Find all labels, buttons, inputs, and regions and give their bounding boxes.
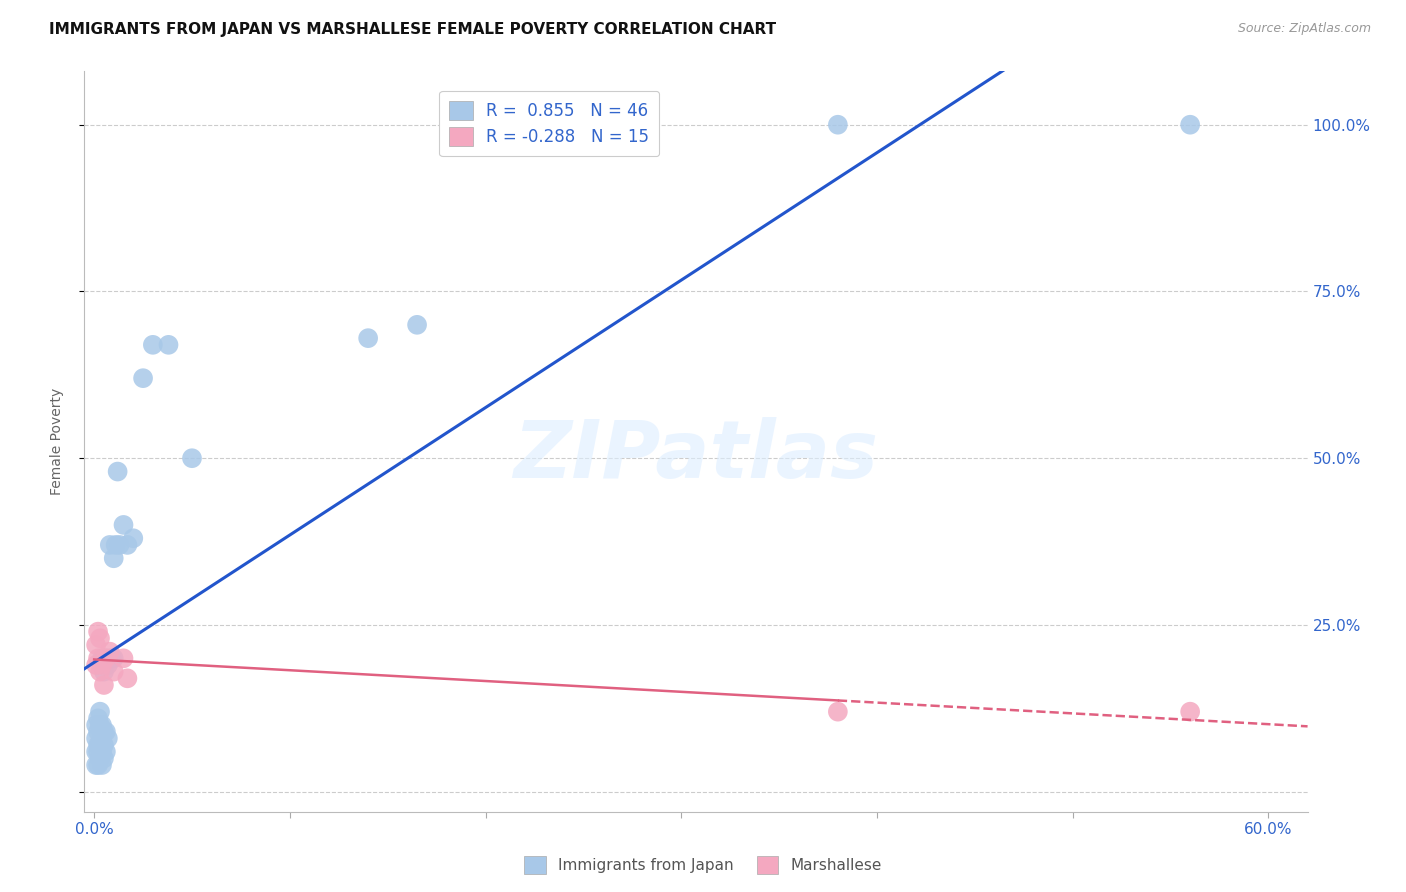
- Point: [97, 657, 120, 672]
- Point: [93, 751, 115, 765]
- Point: [1178, 118, 1201, 132]
- Point: [1178, 705, 1201, 719]
- Point: [107, 465, 129, 479]
- Point: [84, 758, 107, 772]
- Point: [89, 738, 111, 752]
- Point: [91, 657, 114, 672]
- Point: [117, 671, 139, 685]
- Point: [87, 738, 110, 752]
- Point: [406, 318, 429, 332]
- Point: [87, 711, 110, 725]
- Point: [117, 538, 139, 552]
- Point: [181, 451, 204, 466]
- Point: [84, 638, 107, 652]
- Point: [91, 758, 114, 772]
- Point: [94, 724, 117, 739]
- Point: [89, 705, 111, 719]
- Point: [98, 651, 121, 665]
- Point: [93, 724, 115, 739]
- Point: [122, 531, 145, 545]
- Point: [94, 651, 117, 665]
- Point: [87, 745, 110, 759]
- Point: [89, 665, 111, 679]
- Point: [100, 651, 122, 665]
- Point: [357, 331, 380, 345]
- Point: [103, 651, 125, 665]
- Text: ZIPatlas: ZIPatlas: [513, 417, 879, 495]
- Point: [132, 371, 155, 385]
- Point: [98, 538, 121, 552]
- Legend: R =  0.855   N = 46, R = -0.288   N = 15: R = 0.855 N = 46, R = -0.288 N = 15: [439, 91, 659, 156]
- Point: [87, 758, 110, 772]
- Point: [827, 705, 849, 719]
- Point: [87, 724, 110, 739]
- Point: [157, 338, 180, 352]
- Point: [89, 751, 111, 765]
- Point: [103, 551, 125, 566]
- Point: [93, 738, 115, 752]
- Point: [87, 624, 110, 639]
- Point: [108, 538, 131, 552]
- Point: [84, 745, 107, 759]
- Point: [91, 651, 114, 665]
- Point: [84, 718, 107, 732]
- Y-axis label: Female Poverty: Female Poverty: [49, 388, 63, 495]
- Point: [91, 718, 114, 732]
- Text: IMMIGRANTS FROM JAPAN VS MARSHALLESE FEMALE POVERTY CORRELATION CHART: IMMIGRANTS FROM JAPAN VS MARSHALLESE FEM…: [49, 22, 776, 37]
- Point: [112, 651, 135, 665]
- Point: [112, 517, 135, 532]
- Point: [87, 651, 110, 665]
- Point: [94, 651, 117, 665]
- Point: [104, 538, 127, 552]
- Point: [93, 678, 115, 692]
- Text: Source: ZipAtlas.com: Source: ZipAtlas.com: [1237, 22, 1371, 36]
- Point: [84, 657, 107, 672]
- Point: [142, 338, 165, 352]
- Point: [89, 632, 111, 646]
- Point: [94, 745, 117, 759]
- Legend: Immigrants from Japan, Marshallese: Immigrants from Japan, Marshallese: [519, 850, 887, 880]
- Point: [98, 645, 121, 659]
- Point: [827, 118, 849, 132]
- Point: [91, 745, 114, 759]
- Point: [84, 731, 107, 746]
- Point: [103, 665, 125, 679]
- Point: [89, 718, 111, 732]
- Point: [97, 731, 120, 746]
- Point: [91, 731, 114, 746]
- Point: [93, 665, 115, 679]
